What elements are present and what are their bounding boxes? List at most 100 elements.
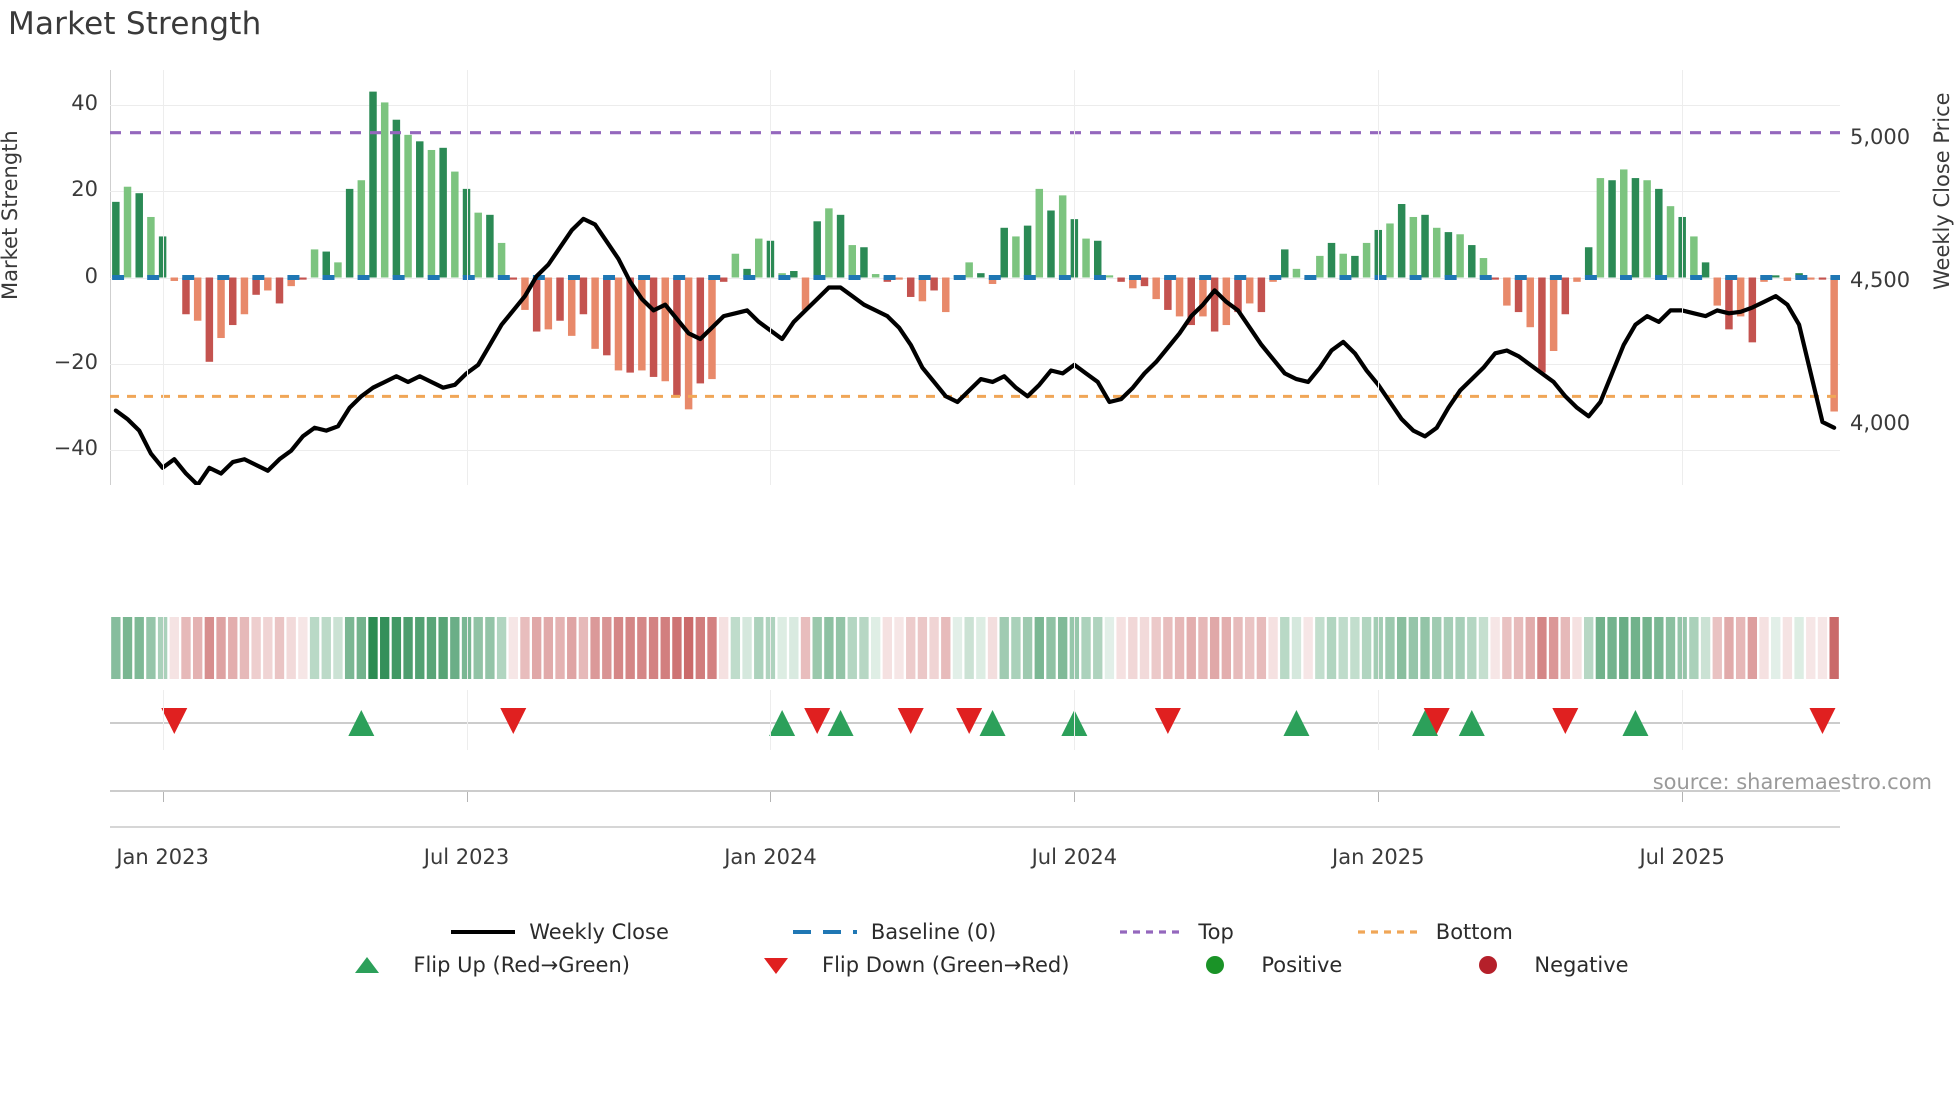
legend-item[interactable]: Baseline (0) [789,920,996,944]
heat-cell [1689,617,1699,679]
heat-cell [1396,617,1407,679]
baseline-dash [497,275,510,280]
flip-up-marker[interactable] [348,710,375,736]
flip-up-marker[interactable] [1412,710,1439,736]
flip-up-marker[interactable] [1622,710,1649,736]
strength-bar [977,273,985,278]
strength-bar [591,277,599,349]
heat-cell [800,617,811,679]
heat-cell [1642,617,1652,679]
flip-up-marker[interactable] [1458,710,1485,736]
heat-cell [146,617,156,679]
flip-down-marker[interactable] [500,708,527,734]
heat-cell [1233,617,1243,679]
flip-up-marker[interactable] [979,710,1006,736]
x-tick-label-0: Jan 2023 [116,845,209,869]
flip-up-marker[interactable] [827,710,854,736]
heat-cell [1490,617,1500,679]
flip-up-marker[interactable] [769,710,796,736]
flip-down-marker[interactable] [1423,708,1450,734]
legend-item[interactable]: Negative [1452,953,1629,977]
strength-bar [264,277,272,291]
heat-cell [1700,617,1711,679]
strength-bar [182,277,190,315]
heat-cell [1291,617,1302,679]
y-tick-left-4: −40 [53,436,98,461]
legend-item[interactable]: Flip Down (Green→Red) [740,953,1069,977]
heat-cell [637,617,647,679]
flip-down-marker[interactable] [956,708,983,734]
y-tick-right-0: 5,000 [1850,124,1911,149]
strength-bar [1666,206,1675,278]
heat-cell [473,617,483,679]
legend-item-label: Baseline (0) [870,920,997,944]
x-tick-label-2: Jan 2024 [724,845,817,869]
heat-cell [228,617,238,679]
flip-down-marker[interactable] [804,708,831,734]
strength-bar [334,262,342,278]
baseline-dash [1549,275,1562,280]
flip-up-marker[interactable] [1283,710,1310,736]
heat-cell [169,617,179,679]
strength-bar [217,277,225,339]
strength-bar [1514,277,1523,313]
baseline-dash [182,275,195,280]
strength-bar [1105,275,1114,278]
x-tick-mark-2-3 [770,792,772,802]
flip-down-marker[interactable] [161,708,188,734]
strength-bar [1339,253,1347,278]
strength-bar [1503,277,1511,306]
weekly-close-line [113,216,1837,485]
x-tick-mark-1-3 [466,792,468,802]
heat-cell [1443,617,1454,679]
legend-item-label: Flip Down (Green→Red) [821,953,1070,977]
heat-cell [1724,617,1734,679]
strength-bar [801,277,810,310]
strength-bar [988,277,997,284]
heat-cell [1326,617,1337,679]
baseline-dash [1690,275,1703,280]
heat-cell [1361,617,1372,679]
flip-down-marker[interactable] [1552,708,1579,734]
heat-cell [1794,617,1804,679]
strength-bar [1573,277,1581,282]
heat-cell [1525,617,1535,679]
strength-bar [1631,178,1640,278]
strength-bar [193,277,202,321]
strength-bar [1234,277,1242,313]
heat-cell [906,617,916,679]
legend-item-label: Bottom [1435,920,1513,944]
x-tick-mark-4-0 [1378,70,1380,485]
legend-item[interactable]: Top [1116,920,1234,944]
legend-item[interactable]: Bottom [1354,920,1513,944]
baseline-dash [392,275,405,280]
x-tick-mark-5-2 [1682,690,1684,750]
heat-cell [1163,617,1173,679]
heat-cell [987,617,998,679]
baseline-dash [1199,275,1212,280]
legend-item[interactable]: Weekly Close [447,920,669,944]
strength-bar [1316,255,1324,278]
strength-bar [1783,277,1792,281]
heat-cell [894,617,904,679]
x-tick-mark-3-0 [1074,70,1076,485]
flip-down-marker[interactable] [897,708,924,734]
flip-down-marker[interactable] [1154,708,1181,734]
heat-cell [438,617,448,679]
heat-cell [1747,617,1758,679]
heat-cell [1221,617,1231,679]
strength-bar [603,277,611,356]
strength-bar [509,277,518,280]
heat-cell [777,617,787,679]
legend-item[interactable]: Flip Up (Red→Green) [331,953,630,977]
baseline-dash [1304,275,1317,280]
legend-item[interactable]: Positive [1179,953,1342,977]
baseline-dash [1374,275,1387,280]
flip-down-marker[interactable] [1809,708,1836,734]
heat-cell [882,617,893,679]
heat-cell [356,617,366,679]
strength-bar [1596,178,1605,278]
heat-cell [181,617,191,679]
baseline-dash [673,275,686,280]
